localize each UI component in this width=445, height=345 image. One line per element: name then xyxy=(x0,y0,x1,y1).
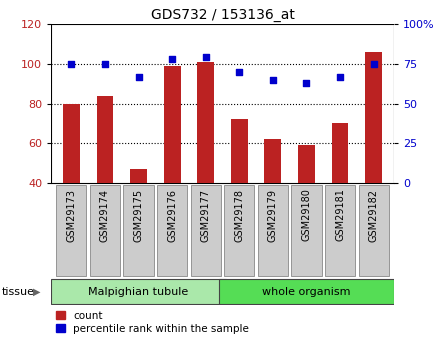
Text: GSM29175: GSM29175 xyxy=(134,188,144,241)
Text: ▶: ▶ xyxy=(32,287,40,296)
Point xyxy=(68,61,75,67)
Text: GSM29173: GSM29173 xyxy=(66,188,77,241)
Title: GDS732 / 153136_at: GDS732 / 153136_at xyxy=(150,8,295,22)
FancyBboxPatch shape xyxy=(258,185,288,276)
Bar xyxy=(264,139,281,183)
FancyBboxPatch shape xyxy=(219,279,394,304)
Point xyxy=(370,61,377,67)
Text: GSM29179: GSM29179 xyxy=(268,188,278,241)
Bar xyxy=(63,104,80,183)
Point xyxy=(101,61,109,67)
Text: GSM29174: GSM29174 xyxy=(100,188,110,241)
FancyBboxPatch shape xyxy=(325,185,355,276)
Text: GSM29181: GSM29181 xyxy=(335,188,345,241)
FancyBboxPatch shape xyxy=(291,185,322,276)
Text: GSM29176: GSM29176 xyxy=(167,188,177,241)
Text: whole organism: whole organism xyxy=(262,287,351,296)
Bar xyxy=(332,124,348,183)
Text: GSM29182: GSM29182 xyxy=(368,188,379,241)
Bar xyxy=(164,66,181,183)
Point xyxy=(303,80,310,86)
FancyBboxPatch shape xyxy=(123,185,154,276)
Point xyxy=(236,69,243,75)
Point xyxy=(202,55,209,60)
Bar xyxy=(365,52,382,183)
Bar xyxy=(231,119,248,183)
Text: GSM29177: GSM29177 xyxy=(201,188,210,241)
Point xyxy=(135,74,142,79)
Legend: count, percentile rank within the sample: count, percentile rank within the sample xyxy=(57,310,249,334)
Bar xyxy=(97,96,113,183)
FancyBboxPatch shape xyxy=(157,185,187,276)
Point xyxy=(336,74,344,79)
Bar xyxy=(130,169,147,183)
Point xyxy=(269,77,276,82)
Text: tissue: tissue xyxy=(2,287,35,296)
FancyBboxPatch shape xyxy=(51,279,226,304)
FancyBboxPatch shape xyxy=(190,185,221,276)
FancyBboxPatch shape xyxy=(56,185,86,276)
Point xyxy=(169,56,176,62)
FancyBboxPatch shape xyxy=(224,185,255,276)
FancyBboxPatch shape xyxy=(359,185,389,276)
Bar xyxy=(197,62,214,183)
Text: Malpighian tubule: Malpighian tubule xyxy=(89,287,189,296)
FancyBboxPatch shape xyxy=(90,185,120,276)
Text: GSM29180: GSM29180 xyxy=(301,188,312,241)
Text: GSM29178: GSM29178 xyxy=(235,188,244,241)
Bar xyxy=(298,145,315,183)
